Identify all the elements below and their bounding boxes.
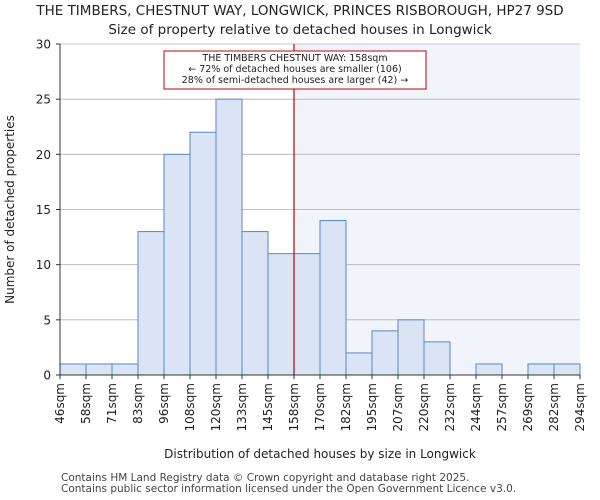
x-tick-label: 282sqm: [547, 383, 561, 431]
chart-title-block: THE TIMBERS, CHESTNUT WAY, LONGWICK, PRI…: [0, 2, 600, 40]
x-tick-label: 83sqm: [131, 383, 145, 424]
x-tick-label: 244sqm: [469, 383, 483, 431]
chart-title: THE TIMBERS, CHESTNUT WAY, LONGWICK, PRI…: [36, 3, 564, 19]
annotation-line-2: ← 72% of detached houses are smaller (10…: [188, 64, 401, 75]
bar: [397, 319, 425, 376]
bar: [293, 253, 321, 376]
annotation-line-1: THE TIMBERS CHESTNUT WAY: 158sqm: [201, 53, 387, 64]
x-tick-label: 195sqm: [365, 383, 379, 431]
bar: [59, 363, 87, 376]
x-tick-label: 220sqm: [417, 383, 431, 431]
x-tick-label: 182sqm: [339, 383, 353, 431]
bar: [319, 220, 347, 376]
y-tick-label: 10: [36, 258, 51, 272]
x-tick-label: 96sqm: [157, 383, 171, 424]
bar: [163, 153, 191, 376]
bar: [85, 363, 113, 376]
bar: [189, 131, 217, 376]
bar: [137, 231, 165, 376]
x-tick-label: 133sqm: [235, 383, 249, 431]
y-tick-label: 25: [36, 93, 51, 107]
bar: [345, 352, 373, 376]
y-tick-label: 15: [36, 203, 51, 217]
x-tick-label: 120sqm: [209, 383, 223, 431]
y-tick-label: 0: [43, 369, 51, 383]
bar: [371, 330, 399, 376]
footer: Contains HM Land Registry data © Crown c…: [61, 473, 516, 495]
annotation-line-3: 28% of semi-detached houses are larger (…: [182, 75, 409, 86]
x-tick-label: 145sqm: [261, 383, 275, 431]
y-tick-label: 30: [36, 38, 51, 52]
bar: [475, 363, 503, 376]
bar: [267, 253, 295, 376]
x-tick-label: 269sqm: [521, 383, 535, 431]
bar: [553, 363, 581, 376]
footer-line-1: Contains HM Land Registry data © Crown c…: [61, 472, 470, 484]
x-tick-label: 108sqm: [183, 383, 197, 431]
chart-subtitle: Size of property relative to detached ho…: [108, 22, 492, 38]
x-tick-label: 207sqm: [391, 383, 405, 431]
x-tick-label: 58sqm: [79, 383, 93, 424]
footer-line-2: Contains public sector information licen…: [61, 483, 517, 495]
bar: [111, 363, 139, 376]
bar: [215, 98, 243, 376]
y-axis-label: Number of detached properties: [3, 115, 17, 304]
y-tick-label: 20: [36, 148, 51, 162]
x-tick-label: 257sqm: [495, 383, 509, 431]
x-tick-label: 170sqm: [313, 383, 327, 431]
x-tick-label: 232sqm: [443, 383, 457, 431]
x-tick-label: 71sqm: [105, 383, 119, 424]
y-tick-label: 5: [43, 313, 51, 327]
bar: [423, 341, 451, 376]
x-tick-label: 294sqm: [573, 383, 587, 431]
annotation-box: [163, 50, 427, 90]
x-axis-label: Distribution of detached houses by size …: [164, 447, 476, 461]
bar: [527, 363, 555, 376]
bar: [241, 231, 269, 376]
x-tick-label: 158sqm: [287, 383, 301, 431]
x-tick-label: 46sqm: [53, 383, 67, 424]
